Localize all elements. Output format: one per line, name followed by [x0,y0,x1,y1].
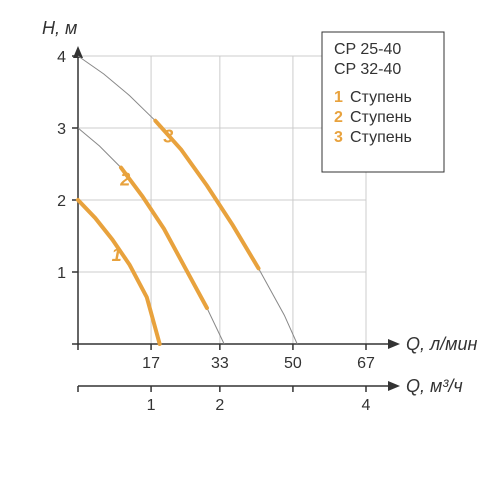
legend-stage-num: 2 [334,109,343,126]
legend-model: CP 25-40 [334,41,401,58]
legend-model: CP 32-40 [334,61,401,78]
legend-stage-num: 1 [334,89,343,106]
x-tick-label-secondary: 1 [147,397,156,414]
y-tick-label: 1 [57,265,66,282]
curve-thick-2 [121,168,207,308]
curve-label-3: 3 [163,126,173,146]
x-tick-label-primary: 33 [211,355,229,372]
x-axis-arrow [388,339,400,349]
x-tick-label-secondary: 2 [215,397,224,414]
x-tick-label-primary: 17 [142,355,160,372]
legend-stage-num: 3 [334,129,343,146]
curve-label-2: 2 [119,170,130,190]
legend-stage-word: Ступень [350,89,412,106]
legend-stage-word: Ступень [350,129,412,146]
x-tick-label-secondary: 4 [362,397,371,414]
y-tick-label: 3 [57,121,66,138]
y-axis-title: H, м [42,18,77,38]
curve-label-1: 1 [112,245,122,265]
x-axis-title-secondary: Q, м³/ч [406,376,463,396]
y-tick-label: 2 [57,193,66,210]
pump-curve-chart: 1 2 3 4 H, м 17 33 50 67 Q, л/мин 1 2 4 Q, м³/ч 1 2 3 CP … [0,0,500,500]
x-tick-label-primary: 50 [284,355,302,372]
x-axis-secondary-arrow [388,381,400,391]
y-tick-label: 4 [57,49,66,66]
x-axis-title-primary: Q, л/мин [406,334,478,354]
legend-stage-word: Ступень [350,109,412,126]
x-tick-label-primary: 67 [357,355,375,372]
